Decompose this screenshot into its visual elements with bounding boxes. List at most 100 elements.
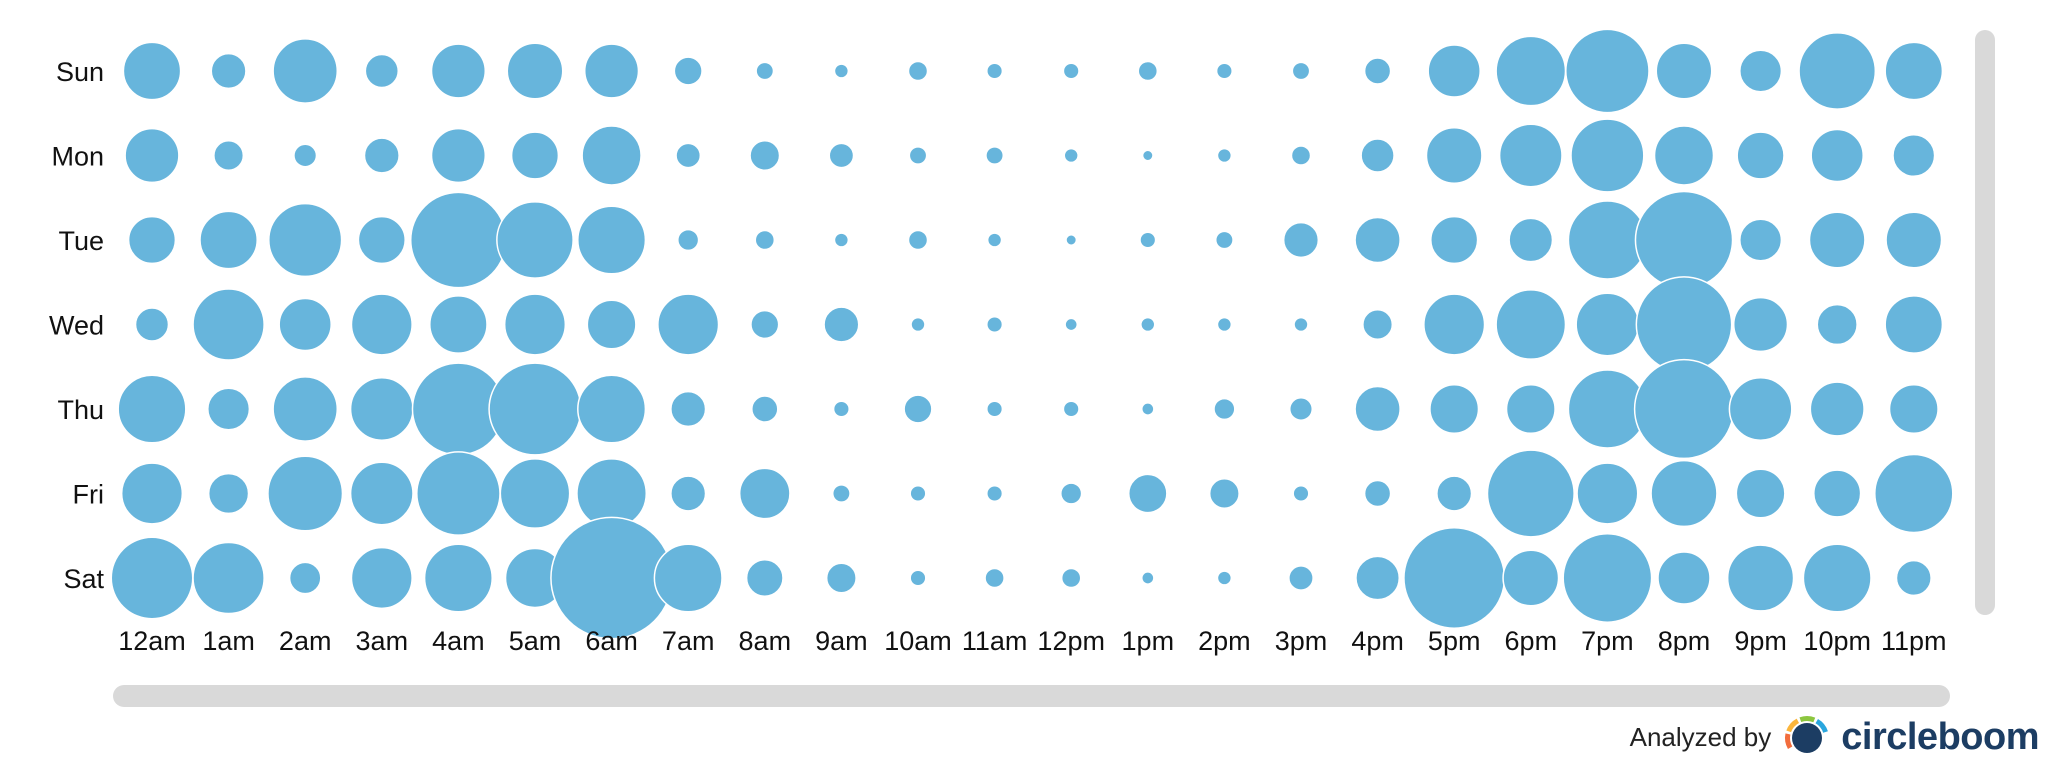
bubble-mon-4am[interactable] xyxy=(430,127,487,184)
bubble-sun-2am[interactable] xyxy=(272,38,339,104)
bubble-mon-3am[interactable] xyxy=(363,137,400,174)
bubble-tue-8pm[interactable] xyxy=(1634,190,1734,290)
bubble-sat-3am[interactable] xyxy=(350,546,413,610)
bubble-tue-10pm[interactable] xyxy=(1808,211,1866,269)
bubble-thu-5am[interactable] xyxy=(488,362,582,456)
bubble-tue-6pm[interactable] xyxy=(1508,217,1554,263)
bubble-tue-1pm[interactable] xyxy=(1139,231,1157,249)
bubble-thu-2am[interactable] xyxy=(272,376,339,442)
bubble-sat-9pm[interactable] xyxy=(1726,544,1795,612)
bubble-mon-11pm[interactable] xyxy=(1892,133,1936,178)
branding[interactable]: Analyzed by circleboom xyxy=(1630,707,2040,767)
bubble-mon-8am[interactable] xyxy=(749,140,781,171)
bubble-mon-12pm[interactable] xyxy=(1063,147,1079,164)
bubble-sat-4am[interactable] xyxy=(423,543,493,613)
bubble-tue-9am[interactable] xyxy=(833,232,850,248)
bubble-wed-10am[interactable] xyxy=(910,316,926,333)
bubble-sun-6am[interactable] xyxy=(583,43,640,99)
bubble-fri-5pm[interactable] xyxy=(1436,475,1473,512)
bubble-sat-2pm[interactable] xyxy=(1216,570,1233,586)
bubble-sat-10am[interactable] xyxy=(909,569,927,587)
bubble-sun-9am[interactable] xyxy=(833,63,850,79)
bubble-tue-1am[interactable] xyxy=(199,210,258,270)
bubble-thu-2pm[interactable] xyxy=(1213,397,1236,421)
bubble-tue-12am[interactable] xyxy=(127,215,177,265)
bubble-fri-8am[interactable] xyxy=(738,467,791,520)
bubble-thu-8am[interactable] xyxy=(751,395,779,423)
bubble-fri-7am[interactable] xyxy=(670,475,707,512)
bubble-sun-2pm[interactable] xyxy=(1215,62,1233,80)
bubble-fri-1pm[interactable] xyxy=(1127,473,1168,514)
bubble-wed-4pm[interactable] xyxy=(1362,309,1394,340)
bubble-sat-8pm[interactable] xyxy=(1657,551,1711,605)
bubble-tue-7pm[interactable] xyxy=(1567,200,1648,280)
bubble-mon-12am[interactable] xyxy=(124,127,180,184)
bubble-wed-3pm[interactable] xyxy=(1293,316,1309,333)
bubble-mon-5pm[interactable] xyxy=(1425,127,1483,184)
bubble-wed-8pm[interactable] xyxy=(1635,276,1733,373)
bubble-sun-7am[interactable] xyxy=(673,56,703,86)
bubble-thu-10pm[interactable] xyxy=(1809,381,1865,437)
bubble-thu-12am[interactable] xyxy=(117,374,187,444)
bubble-tue-3pm[interactable] xyxy=(1282,221,1320,259)
bubble-wed-7am[interactable] xyxy=(657,293,720,356)
bubble-wed-3am[interactable] xyxy=(350,293,413,356)
bubble-fri-7pm[interactable] xyxy=(1576,462,1639,525)
bubble-sat-12am[interactable] xyxy=(110,536,194,620)
bubble-tue-4pm[interactable] xyxy=(1354,216,1401,264)
bubble-mon-10pm[interactable] xyxy=(1810,128,1864,183)
bubble-wed-6pm[interactable] xyxy=(1495,289,1567,360)
bubble-thu-7am[interactable] xyxy=(670,390,707,428)
bubble-fri-9am[interactable] xyxy=(831,484,851,503)
bubble-sun-10pm[interactable] xyxy=(1798,32,1877,110)
bubble-fri-3am[interactable] xyxy=(349,461,414,526)
bubble-thu-6am[interactable] xyxy=(577,374,647,444)
bubble-fri-11am[interactable] xyxy=(986,484,1004,503)
bubble-wed-2am[interactable] xyxy=(278,297,332,352)
bubble-mon-1pm[interactable] xyxy=(1141,149,1154,162)
bubble-sun-8am[interactable] xyxy=(755,61,775,81)
bubble-thu-4pm[interactable] xyxy=(1354,385,1401,433)
bubble-fri-1am[interactable] xyxy=(207,472,250,515)
bubble-sun-4pm[interactable] xyxy=(1363,57,1392,85)
bubble-sun-6pm[interactable] xyxy=(1495,35,1567,107)
bubble-mon-7pm[interactable] xyxy=(1570,118,1645,193)
bubble-mon-4pm[interactable] xyxy=(1360,138,1395,173)
bubble-tue-7am[interactable] xyxy=(677,228,700,252)
bubble-mon-7am[interactable] xyxy=(675,142,702,169)
bubble-mon-2am[interactable] xyxy=(293,143,318,168)
bubble-thu-3pm[interactable] xyxy=(1288,396,1314,422)
bubble-sun-7pm[interactable] xyxy=(1565,28,1650,114)
bubble-sat-11pm[interactable] xyxy=(1895,559,1932,597)
bubble-sat-1pm[interactable] xyxy=(1140,571,1155,585)
bubble-mon-1am[interactable] xyxy=(213,140,245,171)
bubble-fri-5am[interactable] xyxy=(499,458,571,529)
bubble-tue-12pm[interactable] xyxy=(1065,234,1078,246)
bubble-mon-10am[interactable] xyxy=(908,146,928,165)
bubble-fri-8pm[interactable] xyxy=(1650,459,1718,528)
bubble-sat-5pm[interactable] xyxy=(1403,526,1506,630)
bubble-tue-11am[interactable] xyxy=(986,232,1003,248)
bubble-sun-8pm[interactable] xyxy=(1655,42,1713,100)
bubble-sun-9pm[interactable] xyxy=(1739,49,1783,93)
bubble-fri-4pm[interactable] xyxy=(1363,479,1392,508)
bubble-sat-12pm[interactable] xyxy=(1060,567,1082,589)
bubble-sun-11am[interactable] xyxy=(986,62,1004,80)
bubble-sun-11pm[interactable] xyxy=(1884,41,1944,101)
bubble-tue-3am[interactable] xyxy=(357,215,406,265)
bubble-wed-1am[interactable] xyxy=(192,288,265,361)
bubble-wed-8am[interactable] xyxy=(750,309,780,340)
bubble-sun-5pm[interactable] xyxy=(1427,44,1481,98)
bubble-wed-9pm[interactable] xyxy=(1732,296,1789,353)
bubble-sat-8am[interactable] xyxy=(745,559,784,597)
bubble-mon-11am[interactable] xyxy=(985,146,1005,165)
bubble-fri-2am[interactable] xyxy=(267,455,344,532)
bubble-thu-10am[interactable] xyxy=(903,394,933,424)
bubble-thu-8pm[interactable] xyxy=(1633,358,1735,460)
bubble-fri-3pm[interactable] xyxy=(1292,484,1310,503)
bubble-mon-9pm[interactable] xyxy=(1736,131,1785,180)
bubble-mon-9am[interactable] xyxy=(828,142,855,169)
bubble-sat-4pm[interactable] xyxy=(1355,555,1401,601)
bubble-sun-4am[interactable] xyxy=(430,43,487,99)
bubble-wed-2pm[interactable] xyxy=(1216,316,1233,333)
